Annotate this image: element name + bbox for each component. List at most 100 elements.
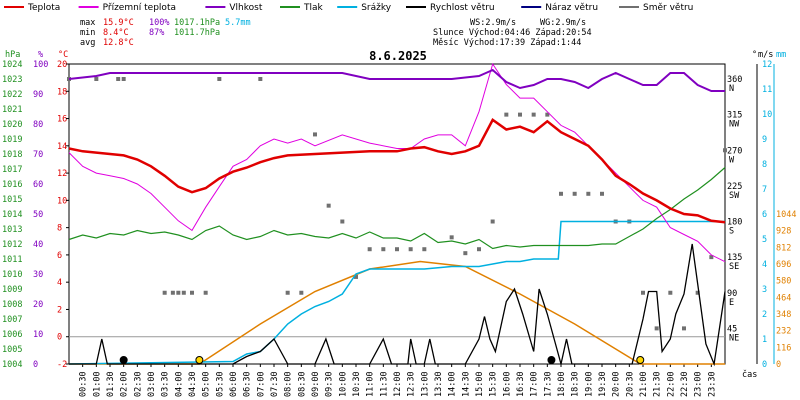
y-tick-pct: 70 — [33, 150, 43, 160]
x-tick-label: 05:00 — [202, 371, 212, 397]
y-tick-hpa: 1009 — [2, 285, 22, 295]
stat-1-0: min — [80, 28, 95, 38]
y-tick-temp: 14 — [57, 142, 67, 152]
wind-dir-point — [641, 290, 645, 295]
wind-dir-point — [504, 112, 509, 117]
wind-dir-point — [518, 112, 522, 117]
wind-dir-point — [408, 247, 413, 252]
x-tick-label: 12:00 — [393, 371, 403, 397]
stat-wg: WG:2.9m/s — [540, 18, 586, 28]
y-tick-mm: 1044 — [776, 210, 796, 220]
y-tick-temp: 20 — [57, 60, 67, 70]
sun-moon-marker — [119, 356, 128, 364]
y-tick-dir-label: NW — [729, 120, 740, 130]
x-tick-label: 21:00 — [639, 371, 649, 397]
x-tick-label: 00:30 — [79, 371, 89, 397]
x-tick-label: 23:30 — [707, 371, 717, 397]
legend-label-wind_speed: Rychlost větru — [430, 3, 495, 13]
y-tick-pct: 60 — [33, 180, 43, 190]
legend-label-wind_dir: Směr větru — [643, 3, 693, 13]
y-tick-mm: 116 — [776, 343, 791, 353]
axis-unit-dir: ° — [752, 50, 757, 60]
x-tick-label: 02:00 — [120, 371, 130, 397]
wind-dir-point — [668, 290, 673, 295]
y-tick-hpa: 1015 — [2, 195, 22, 205]
y-tick-ms: 3 — [762, 285, 767, 295]
y-tick-dir-label: E — [729, 298, 734, 308]
y-tick-pct: 50 — [33, 210, 43, 220]
legend-label-wind_gust: Náraz větru — [545, 3, 598, 13]
wind-dir-point — [381, 247, 386, 252]
x-tick-label: 01:00 — [92, 371, 102, 397]
x-tick-label: 20:30 — [625, 371, 635, 397]
y-tick-dir-label: SE — [729, 262, 739, 272]
y-tick-mm: 232 — [776, 327, 791, 337]
wind-dir-point — [695, 290, 700, 295]
y-tick-ms: 1 — [762, 335, 767, 345]
stat-1-2: 87% — [149, 28, 164, 38]
x-tick-label: 09:00 — [311, 371, 321, 397]
wind-dir-point — [490, 219, 495, 224]
wind-dir-point — [586, 191, 591, 196]
x-tick-label: 14:30 — [461, 371, 471, 397]
stat-2-0: avg — [80, 38, 95, 48]
wind-dir-point — [258, 77, 263, 81]
x-tick-label: 07:00 — [256, 371, 266, 397]
x-tick-label: 10:30 — [352, 371, 362, 397]
x-tick-label: 14:00 — [448, 371, 458, 397]
y-tick-hpa: 1014 — [2, 210, 22, 220]
y-tick-dir-label: SW — [729, 191, 740, 201]
wind-dir-point — [723, 148, 727, 153]
wind-dir-point — [299, 290, 304, 295]
y-tick-mm: 928 — [776, 227, 791, 237]
x-tick-label: 18:00 — [557, 371, 567, 397]
y-tick-ms: 8 — [762, 160, 767, 170]
y-tick-hpa: 1024 — [2, 60, 22, 70]
legend-label-feels_like: Přízemní teplota — [103, 3, 176, 13]
y-tick-mm: 348 — [776, 310, 791, 320]
wind-dir-point — [176, 290, 181, 295]
y-tick-hpa: 1019 — [2, 135, 22, 145]
y-tick-mm: 696 — [776, 260, 791, 270]
y-tick-dir: 315 — [727, 111, 742, 121]
x-tick-label: 01:30 — [106, 371, 116, 397]
y-tick-hpa: 1006 — [2, 330, 22, 340]
y-tick-pct: 10 — [33, 330, 43, 340]
y-tick-hpa: 1008 — [2, 300, 22, 310]
wind-dir-point — [463, 251, 468, 256]
x-tick-label: 04:30 — [188, 371, 198, 397]
y-tick-ms: 0 — [762, 360, 767, 370]
axis-unit-deg: °C — [58, 50, 68, 60]
y-tick-hpa: 1016 — [2, 180, 22, 190]
wind-dir-point — [217, 77, 222, 81]
y-tick-dir: 90 — [727, 289, 737, 299]
wind-dir-point — [340, 219, 345, 224]
wind-dir-point — [162, 290, 167, 295]
x-tick-label: 07:30 — [270, 371, 280, 397]
y-tick-dir: 270 — [727, 146, 742, 156]
x-tick-label: 17:30 — [543, 371, 553, 397]
x-tick-label: 16:00 — [502, 371, 512, 397]
wind-dir-point — [313, 132, 317, 137]
wind-dir-point — [367, 247, 372, 252]
wind-dir-point — [545, 112, 550, 117]
x-tick-label: 04:00 — [174, 371, 184, 397]
x-tick-label: 12:30 — [407, 371, 417, 397]
y-tick-hpa: 1011 — [2, 255, 22, 265]
y-tick-ms: 11 — [762, 85, 772, 95]
x-tick-label: 19:30 — [598, 371, 608, 397]
wind-dir-point — [121, 77, 126, 81]
x-tick-label: 23:00 — [694, 371, 704, 397]
x-tick-label: 06:00 — [229, 371, 239, 397]
y-tick-ms: 10 — [762, 110, 772, 120]
axis-unit-ms: m/s — [758, 50, 773, 60]
y-tick-temp: 16 — [57, 115, 67, 125]
wind-dir-point — [116, 77, 121, 81]
y-tick-dir-label: S — [729, 227, 734, 237]
x-tick-label: 22:00 — [666, 371, 676, 397]
x-tick-label: 15:30 — [489, 371, 499, 397]
x-tick-label: 05:30 — [215, 371, 225, 397]
legend-label-precipitation: Srážky — [361, 3, 392, 13]
y-tick-ms: 6 — [762, 210, 767, 220]
y-tick-pct: 20 — [33, 300, 43, 310]
